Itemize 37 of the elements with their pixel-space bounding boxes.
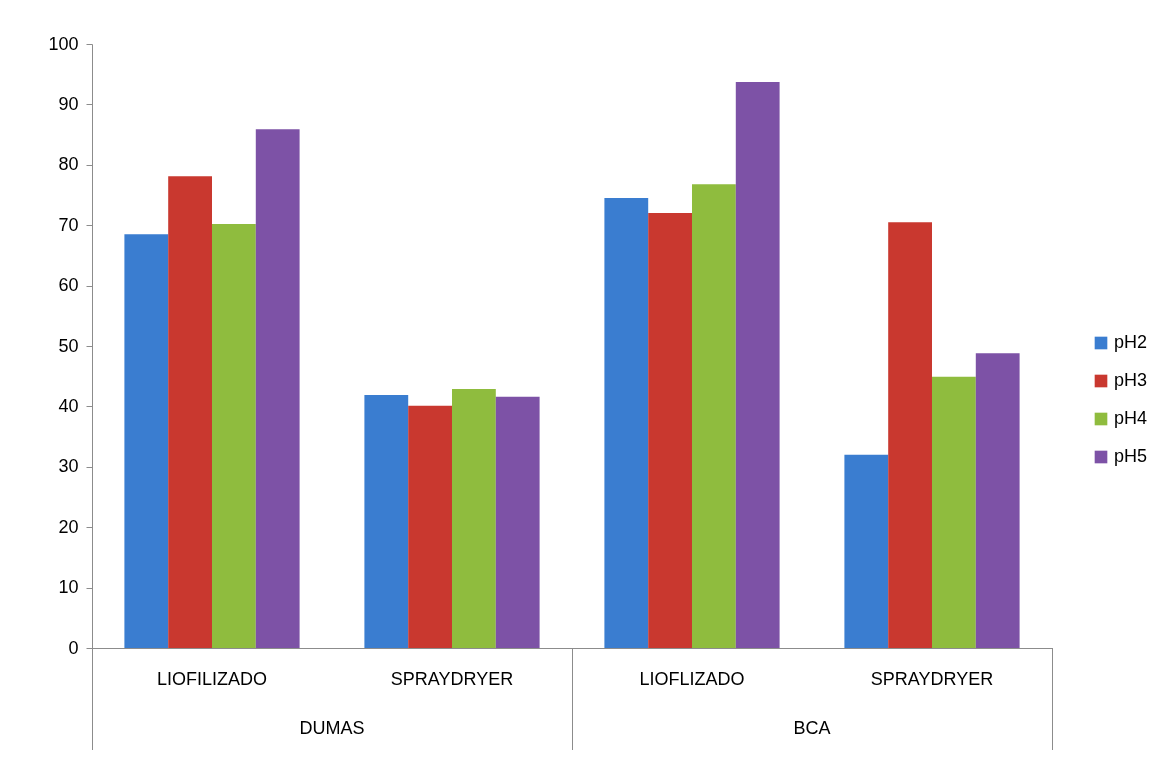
bar: [124, 234, 169, 648]
y-tick-label: 100: [48, 33, 79, 54]
legend-label: pH4: [1114, 408, 1148, 428]
y-tick-label: 10: [58, 577, 79, 598]
y-tick-label: 40: [58, 395, 79, 416]
text: BCA: [792, 718, 832, 739]
x-tick-label: SPRAYDRYER: [390, 668, 514, 689]
y-tick-label: 30: [58, 456, 79, 477]
bar: [735, 82, 780, 648]
y-tick-label: 20: [58, 516, 79, 537]
bar: [408, 405, 452, 648]
bar: [844, 454, 889, 648]
bar: [452, 388, 496, 648]
bar: [648, 213, 692, 648]
bar: [888, 222, 932, 648]
bar: [212, 223, 256, 648]
y-tick-label: 70: [58, 214, 79, 235]
y-tick-label: 50: [58, 335, 79, 356]
bar: [692, 184, 736, 648]
bar: [975, 353, 1020, 648]
legend-label: pH3: [1114, 370, 1148, 390]
y-tick-label: 0: [68, 637, 79, 658]
x-tick-label: LIOFLIZADO: [639, 668, 745, 689]
bar: [604, 198, 649, 648]
legend-label: pH2: [1114, 332, 1148, 352]
x-tick-label: SPRAYDRYER: [870, 668, 994, 689]
y-tick-label: 80: [58, 154, 79, 175]
bar: [932, 376, 976, 648]
bar: [255, 129, 300, 648]
bar: [364, 394, 409, 648]
legend-label: pH5: [1114, 446, 1148, 466]
y-tick-label: 90: [58, 93, 79, 114]
y-tick-label: 60: [58, 275, 79, 296]
x-tick-label: LIOFILIZADO: [156, 668, 268, 689]
text: DUMAS: [298, 718, 366, 739]
bar: [168, 176, 212, 648]
bar: [495, 396, 540, 648]
